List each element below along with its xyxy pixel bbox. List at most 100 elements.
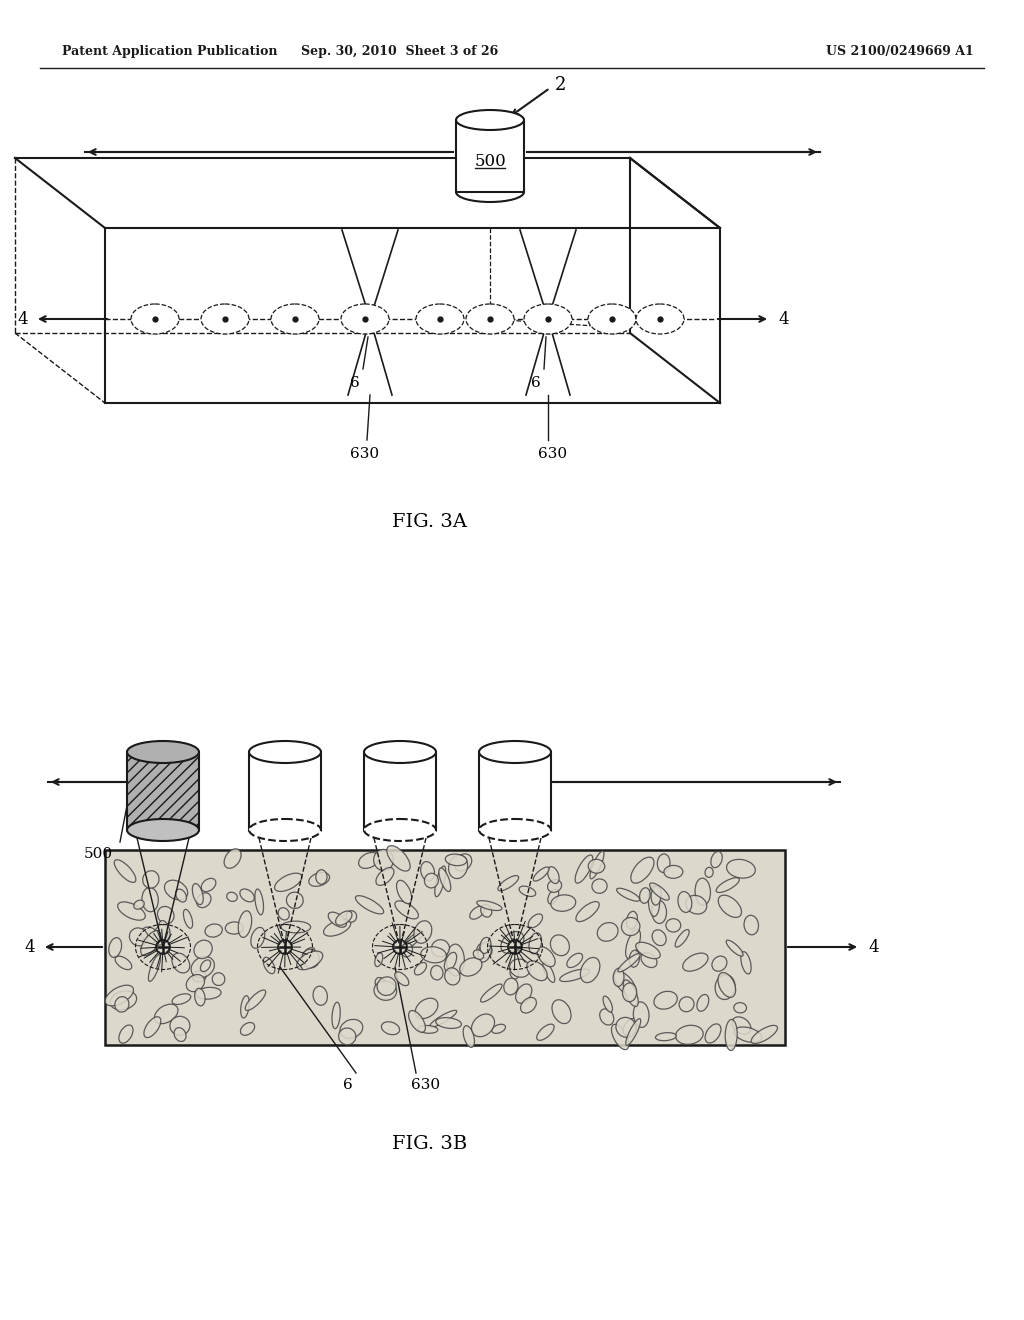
Ellipse shape: [516, 983, 531, 1003]
Ellipse shape: [249, 741, 321, 763]
Ellipse shape: [718, 973, 735, 998]
Ellipse shape: [560, 969, 590, 982]
Ellipse shape: [375, 978, 387, 993]
Ellipse shape: [241, 995, 249, 1018]
Ellipse shape: [470, 906, 484, 919]
Ellipse shape: [548, 867, 559, 883]
Text: FIG. 3B: FIG. 3B: [392, 1135, 468, 1152]
Ellipse shape: [332, 1002, 340, 1028]
Ellipse shape: [651, 886, 662, 906]
Ellipse shape: [172, 994, 190, 1005]
Ellipse shape: [341, 304, 389, 334]
Text: 6: 6: [343, 1078, 353, 1092]
Ellipse shape: [627, 911, 638, 929]
Ellipse shape: [575, 902, 599, 921]
Ellipse shape: [336, 911, 352, 925]
Ellipse shape: [510, 968, 518, 979]
Ellipse shape: [374, 850, 393, 871]
Ellipse shape: [170, 1016, 189, 1035]
Ellipse shape: [480, 937, 490, 953]
Text: 6: 6: [350, 376, 359, 389]
Ellipse shape: [631, 857, 654, 883]
Ellipse shape: [421, 862, 434, 880]
Ellipse shape: [477, 900, 502, 911]
Ellipse shape: [302, 949, 319, 968]
Ellipse shape: [118, 902, 145, 920]
Text: 4: 4: [17, 310, 28, 327]
Ellipse shape: [534, 867, 549, 880]
Ellipse shape: [624, 979, 638, 1007]
Ellipse shape: [716, 878, 739, 892]
Ellipse shape: [175, 890, 186, 902]
Ellipse shape: [600, 1008, 613, 1026]
Ellipse shape: [479, 818, 551, 841]
Ellipse shape: [613, 968, 624, 986]
Ellipse shape: [543, 962, 555, 982]
Ellipse shape: [636, 304, 684, 334]
Ellipse shape: [431, 965, 443, 979]
Ellipse shape: [435, 866, 445, 896]
Ellipse shape: [567, 953, 583, 968]
Ellipse shape: [315, 870, 327, 884]
Ellipse shape: [477, 942, 493, 958]
Ellipse shape: [463, 1026, 474, 1047]
Ellipse shape: [550, 935, 569, 956]
Ellipse shape: [394, 972, 409, 986]
Ellipse shape: [401, 942, 413, 957]
Ellipse shape: [416, 998, 438, 1019]
Text: 630: 630: [412, 1078, 440, 1092]
Ellipse shape: [478, 942, 492, 962]
Ellipse shape: [655, 1032, 676, 1040]
Ellipse shape: [226, 892, 238, 902]
Ellipse shape: [165, 880, 187, 900]
Ellipse shape: [186, 974, 205, 991]
Ellipse shape: [686, 895, 707, 913]
Text: Sep. 30, 2010  Sheet 3 of 26: Sep. 30, 2010 Sheet 3 of 26: [301, 45, 499, 58]
Ellipse shape: [460, 958, 482, 975]
Ellipse shape: [706, 1024, 721, 1043]
Ellipse shape: [538, 946, 555, 966]
Ellipse shape: [529, 933, 542, 954]
Ellipse shape: [528, 913, 543, 928]
Ellipse shape: [127, 818, 199, 841]
Ellipse shape: [129, 928, 148, 946]
Ellipse shape: [109, 937, 122, 957]
Ellipse shape: [159, 920, 170, 941]
Ellipse shape: [195, 989, 205, 1006]
Bar: [456, 120, 524, 191]
Ellipse shape: [409, 1011, 425, 1032]
Ellipse shape: [212, 973, 225, 986]
Ellipse shape: [732, 1016, 751, 1034]
Ellipse shape: [444, 952, 457, 972]
Ellipse shape: [740, 952, 752, 974]
Ellipse shape: [492, 1024, 506, 1034]
Ellipse shape: [201, 304, 249, 334]
Ellipse shape: [140, 931, 161, 956]
Ellipse shape: [683, 953, 708, 972]
Ellipse shape: [197, 892, 211, 908]
Ellipse shape: [622, 917, 640, 936]
Ellipse shape: [551, 895, 575, 911]
Ellipse shape: [115, 956, 132, 970]
Ellipse shape: [255, 890, 263, 915]
Ellipse shape: [134, 900, 144, 909]
Ellipse shape: [414, 921, 432, 944]
Ellipse shape: [641, 953, 657, 968]
Ellipse shape: [358, 853, 379, 869]
Ellipse shape: [636, 942, 660, 958]
Ellipse shape: [202, 878, 216, 892]
Ellipse shape: [616, 888, 640, 902]
Ellipse shape: [617, 953, 640, 972]
Ellipse shape: [675, 929, 689, 946]
Ellipse shape: [614, 972, 636, 997]
Ellipse shape: [251, 928, 265, 948]
Ellipse shape: [279, 908, 290, 920]
Ellipse shape: [752, 1026, 777, 1044]
Ellipse shape: [597, 923, 618, 941]
Ellipse shape: [374, 981, 396, 1001]
Ellipse shape: [313, 986, 328, 1006]
Text: 630: 630: [539, 447, 567, 461]
Ellipse shape: [439, 869, 451, 891]
Bar: [105, 850, 785, 1045]
Bar: [127, 752, 199, 830]
